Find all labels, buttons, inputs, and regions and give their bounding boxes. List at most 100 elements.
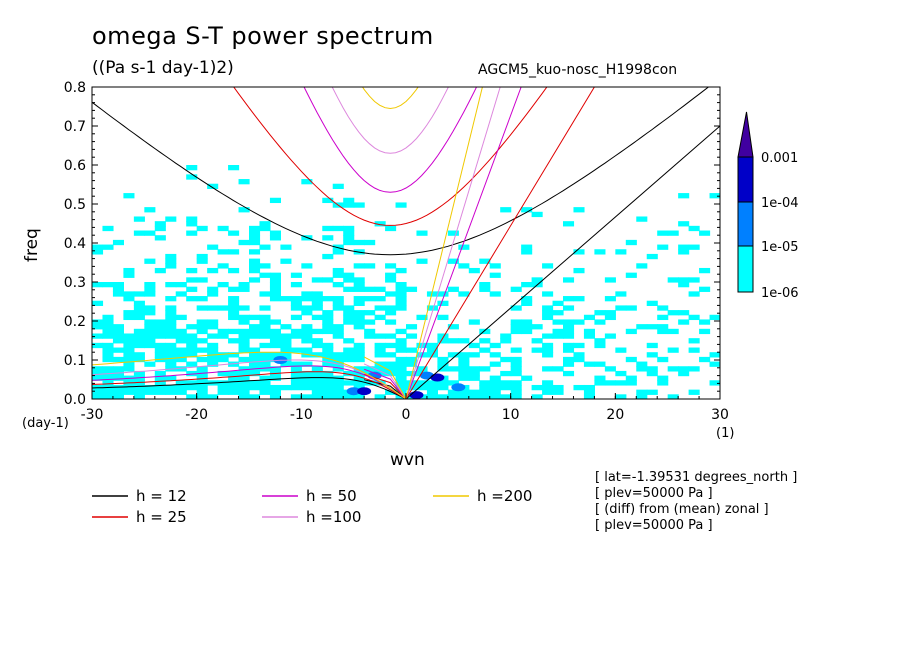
shade-cell-564: [426, 394, 438, 399]
shade-cell-680: [542, 384, 554, 391]
shade-cell-93: [144, 328, 156, 335]
shade-cell-172: [186, 221, 198, 227]
shade-cell-743: [604, 277, 616, 283]
colorbar-label-1: 1e-05: [761, 240, 799, 255]
shade-cell-667: [521, 282, 533, 288]
shade-cell-82: [133, 305, 145, 311]
shade-cell-289: [259, 375, 271, 381]
shade-cell-215: [217, 356, 229, 363]
shade-cell-806: [688, 244, 700, 250]
kelvin-line-h12: [405, 125, 720, 399]
shade-cell-809: [699, 328, 711, 335]
chart-units: ((Pa s-1 day-1)2): [92, 58, 234, 78]
shade-cell-805: [688, 277, 700, 283]
shade-cell-812: [699, 267, 711, 274]
shade-cell-629: [489, 389, 501, 395]
shade-cell-808: [699, 356, 711, 363]
shade-cell-324: [269, 277, 281, 283]
igw-curve-h25: [233, 87, 548, 226]
shade-cell-600: [458, 366, 470, 372]
shade-cell-83: [133, 300, 145, 306]
shade-cell-648: [510, 389, 522, 395]
shade-cell-388: [311, 305, 323, 311]
shade-cell-696: [552, 328, 564, 335]
shade-cell-783: [667, 366, 679, 372]
shade-cell-135: [165, 310, 177, 316]
shade-cell-251: [238, 347, 250, 353]
shade-cell-238: [228, 286, 240, 292]
shade-cell-442: [343, 356, 355, 363]
shade-cell-689: [542, 305, 554, 311]
shade-cell-390: [311, 296, 323, 302]
shade-cell-784: [667, 347, 679, 353]
shade-cell-341: [290, 394, 302, 399]
shade-cell-683: [542, 352, 554, 358]
shade-cell-166: [186, 324, 198, 330]
shade-cell-633: [489, 361, 501, 367]
shade-cell-146: [175, 366, 187, 372]
shade-blob-5: [430, 373, 445, 382]
shade-cell-533: [395, 342, 407, 349]
shade-cell-347: [290, 361, 302, 367]
shade-cell-283: [249, 235, 261, 241]
shade-cell-811: [699, 286, 711, 292]
shade-cell-652: [510, 366, 522, 372]
shade-cell-285: [249, 225, 261, 232]
colorbar: 1e-06 1e-05 1e-04 0.001: [737, 111, 799, 301]
shade-cell-314: [269, 352, 281, 358]
shade-cell-787: [667, 277, 679, 283]
shade-cell-235: [228, 305, 240, 311]
shade-cell-121: [165, 389, 177, 395]
shade-cell-580: [437, 338, 449, 344]
shade-cell-654: [510, 356, 522, 363]
shade-cell-359: [301, 380, 313, 386]
shade-cell-312: [269, 366, 281, 372]
kelvin-line-h25: [405, 87, 595, 399]
shade-cell-197: [207, 361, 219, 367]
shade-cell-206: [207, 291, 219, 297]
shade-cell-482: [353, 202, 365, 208]
shade-cell-519: [385, 277, 397, 283]
shade-cell-191: [196, 277, 208, 283]
shade-cell-160: [186, 361, 198, 367]
shade-cell-672: [531, 384, 543, 391]
shade-cell-63: [123, 296, 135, 302]
shade-cell-469: [353, 342, 365, 349]
shade-cell-804: [688, 291, 700, 297]
shade-cell-635: [489, 342, 501, 349]
shade-cell-577: [437, 366, 449, 372]
shade-cell-149: [175, 347, 187, 353]
shade-cell-102: [144, 230, 156, 236]
shade-cell-266: [249, 380, 261, 386]
shade-cell-365: [301, 338, 313, 344]
shade-cell-22: [102, 352, 114, 358]
shade-cell-584: [437, 291, 449, 297]
shade-cell-803: [688, 314, 700, 321]
y-tick-label-8: 0.8: [64, 80, 86, 96]
shade-cell-782: [667, 394, 679, 399]
shade-cell-186: [196, 328, 208, 335]
shade-cell-778: [657, 314, 669, 321]
shade-cell-387: [311, 314, 323, 321]
shade-cell-84: [133, 291, 145, 297]
shade-cell-242: [228, 165, 240, 171]
shade-cell-317: [269, 333, 281, 339]
shade-cell-211: [217, 389, 229, 395]
shade-cell-389: [311, 300, 323, 306]
x-tick-label-5: 20: [606, 407, 624, 423]
shade-cell-187: [196, 324, 208, 330]
shade-cell-87: [144, 389, 156, 395]
shade-cell-140: [165, 258, 177, 264]
x-tick-label-3: 0: [402, 407, 411, 423]
shade-cell-183: [196, 356, 208, 363]
shade-cell-233: [228, 314, 240, 321]
shade-cell-555: [416, 384, 428, 391]
shade-cell-252: [238, 342, 250, 349]
shade-cell-598: [458, 375, 470, 381]
shade-cell-801: [688, 347, 700, 353]
shade-cell-142: [165, 216, 177, 222]
shade-cell-662: [521, 328, 533, 335]
shade-cell-335: [280, 338, 292, 344]
shade-cell-308: [269, 389, 281, 395]
